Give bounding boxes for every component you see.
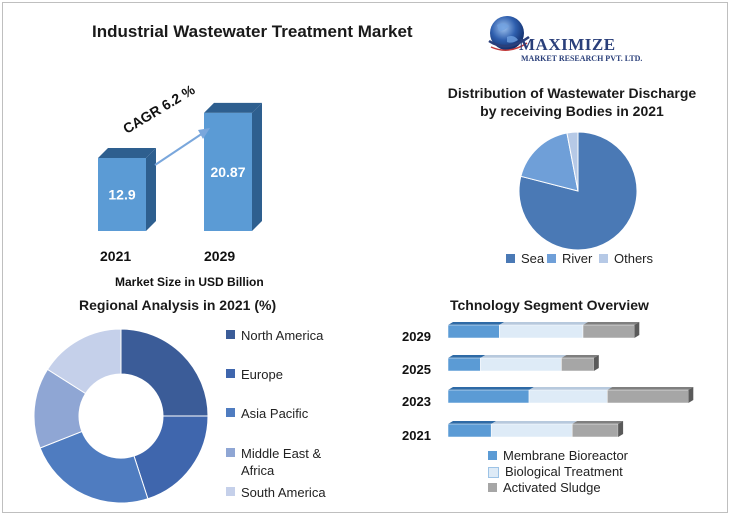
logo-tagline: MARKET RESEARCH PVT. LTD. bbox=[521, 54, 643, 63]
tech-category-2029: 2029 bbox=[402, 329, 431, 344]
tech-bar-top bbox=[448, 387, 534, 390]
tech-bar-top bbox=[448, 355, 486, 358]
tech-bar-top bbox=[529, 387, 613, 390]
legend-label: Membrane Bioreactor bbox=[503, 448, 628, 463]
tech-category-2021: 2021 bbox=[402, 428, 431, 443]
discharge-slice-river bbox=[520, 132, 579, 192]
market-bar-side-2021 bbox=[146, 147, 156, 231]
discharge-slice-others bbox=[566, 131, 579, 192]
legend-swatch bbox=[226, 369, 235, 378]
tech-bar-end bbox=[618, 421, 624, 437]
technology-chart-title: Tchnology Segment Overview bbox=[450, 297, 649, 313]
discharge-legend-item: Sea bbox=[506, 251, 544, 266]
page-title: Industrial Wastewater Treatment Market bbox=[92, 22, 413, 41]
legend-label: River bbox=[562, 251, 593, 266]
legend-swatch bbox=[547, 254, 556, 263]
legend-swatch bbox=[488, 467, 499, 478]
legend-label: Sea bbox=[521, 251, 545, 266]
market-size-chart: 12.9 20.87 2021 2029 Market Size in USD B… bbox=[3, 3, 383, 303]
market-category-2021: 2021 bbox=[100, 248, 132, 264]
tech-bar-end bbox=[688, 387, 694, 403]
market-bar-value-2029: 20.87 bbox=[210, 164, 245, 180]
discharge-legend-item: Others bbox=[599, 251, 653, 266]
tech-bar-top bbox=[448, 322, 505, 325]
tech-bar-end bbox=[593, 355, 599, 371]
tech-bar-2023-biological-treatment bbox=[528, 389, 608, 404]
logo-globe-icon bbox=[488, 16, 530, 51]
tech-bar-top bbox=[491, 421, 578, 424]
market-size-bars: 12.9 20.87 bbox=[98, 102, 262, 232]
tech-bar-2021-activated-sludge bbox=[571, 423, 619, 438]
discharge-chart-title: Distribution of Wastewater Discharge by … bbox=[447, 85, 697, 119]
legend-label: North America bbox=[241, 328, 324, 343]
market-bar-value-2021: 12.9 bbox=[108, 186, 135, 202]
tech-bar-2029-activated-sludge bbox=[582, 324, 635, 339]
market-bar-top-2021 bbox=[98, 147, 156, 158]
tech-bar-top bbox=[448, 421, 497, 424]
tech-bar-top bbox=[583, 322, 640, 325]
legend-swatch bbox=[599, 254, 608, 263]
tech-bar-2021-membrane-bioreactor bbox=[447, 423, 492, 438]
tech-bar-2029-membrane-bioreactor bbox=[447, 324, 500, 339]
tech-bar-2029-biological-treatment bbox=[499, 324, 584, 339]
regional-donut bbox=[33, 328, 209, 504]
market-bar-2021 bbox=[98, 157, 146, 231]
regional-legend-item: Europe bbox=[226, 366, 326, 383]
tech-bar-top bbox=[572, 421, 624, 424]
legend-label: Biological Treatment bbox=[505, 464, 623, 479]
tech-bar-top bbox=[480, 355, 567, 358]
regional-chart-title: Regional Analysis in 2021 (%) bbox=[79, 297, 277, 313]
market-category-2029: 2029 bbox=[204, 248, 236, 264]
market-bar-side-2029 bbox=[252, 102, 262, 232]
tech-bar-top bbox=[561, 355, 599, 358]
infographic-frame: Industrial Wastewater Treatment Market M… bbox=[2, 2, 728, 513]
tech-bar-2021-biological-treatment bbox=[490, 423, 573, 438]
market-bar-top-2029 bbox=[204, 102, 262, 113]
tech-bar-top bbox=[499, 322, 588, 325]
cagr-arrow-head bbox=[198, 128, 210, 139]
regional-legend-item: North America bbox=[226, 327, 326, 344]
regional-legend-item: Middle East & Africa bbox=[226, 445, 326, 479]
legend-swatch bbox=[226, 408, 235, 417]
discharge-pie bbox=[518, 131, 638, 251]
technology-legend-item: Biological Treatment bbox=[488, 464, 623, 479]
legend-swatch bbox=[226, 330, 235, 339]
legend-label: Europe bbox=[241, 367, 283, 382]
legend-swatch bbox=[226, 487, 235, 496]
logo-name: MAXIMIZE bbox=[519, 35, 616, 54]
legend-label: Asia Pacific bbox=[241, 406, 309, 421]
tech-bar-2025-activated-sludge bbox=[561, 357, 595, 372]
tech-category-2023: 2023 bbox=[402, 394, 431, 409]
regional-legend-item: Asia Pacific bbox=[226, 405, 326, 422]
tech-bar-2023-membrane-bioreactor bbox=[447, 389, 530, 404]
company-logo: MAXIMIZE MARKET RESEARCH PVT. LTD. bbox=[487, 11, 707, 67]
regional-slice-asia-pacific bbox=[39, 430, 149, 504]
discharge-legend-item: River bbox=[547, 251, 592, 266]
legend-label: Others bbox=[614, 251, 654, 266]
tech-bar-2023-activated-sludge bbox=[607, 389, 689, 404]
legend-label: Middle East & Africa bbox=[241, 446, 322, 478]
legend-swatch bbox=[506, 254, 515, 263]
market-bar-2029 bbox=[204, 112, 252, 231]
regional-slice-north-america bbox=[120, 328, 209, 417]
regional-legend-item: South America bbox=[226, 484, 326, 501]
legend-swatch bbox=[488, 483, 497, 492]
tech-bar-2025-membrane-bioreactor bbox=[447, 357, 481, 372]
legend-swatch bbox=[226, 448, 235, 457]
tech-bar-end bbox=[634, 322, 640, 338]
tech-bar-2025-biological-treatment bbox=[480, 357, 562, 372]
regional-slice-europe bbox=[133, 415, 209, 500]
legend-swatch bbox=[488, 451, 497, 460]
market-size-caption: Market Size in USD Billion bbox=[115, 275, 264, 289]
technology-bars: 2029 2025 2023 2021 bbox=[402, 322, 694, 443]
regional-slice-south-america bbox=[46, 328, 122, 395]
cagr-arrow bbox=[154, 130, 207, 166]
tech-category-2025: 2025 bbox=[402, 362, 431, 377]
legend-label: Activated Sludge bbox=[503, 480, 601, 495]
technology-legend-item: Membrane Bioreactor bbox=[488, 448, 628, 463]
tech-bar-top bbox=[607, 387, 694, 390]
legend-label: South America bbox=[241, 485, 326, 500]
technology-legend-item: Activated Sludge bbox=[488, 480, 601, 495]
